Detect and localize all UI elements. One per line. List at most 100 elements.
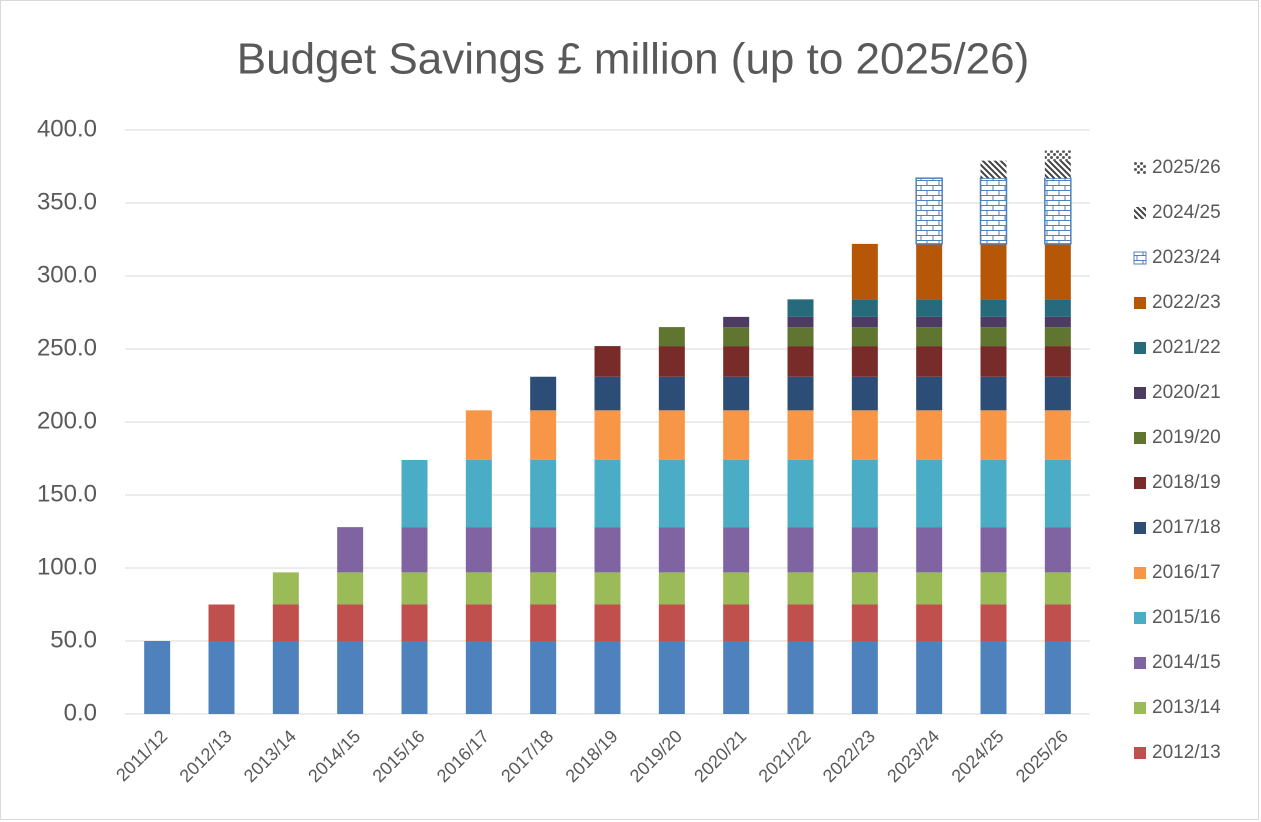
bar-segment — [980, 327, 1007, 347]
legend-swatch — [1134, 207, 1146, 219]
bar-segment — [1044, 160, 1071, 179]
bar-segment — [851, 327, 878, 347]
bar-segment — [530, 641, 557, 714]
legend-swatch — [1134, 342, 1146, 354]
bar-segment — [851, 243, 878, 300]
bar-segment — [787, 316, 814, 328]
bar-segment — [787, 410, 814, 460]
bar-segment — [1044, 150, 1071, 161]
y-tick-label: 50.0 — [50, 626, 97, 653]
legend-swatch — [1134, 477, 1146, 489]
bar-segment — [401, 572, 428, 605]
bar-segment — [787, 459, 814, 528]
bar-segment — [1044, 177, 1072, 245]
legend-label: 2015/16 — [1152, 607, 1221, 628]
bar-segment — [1044, 316, 1071, 328]
bar-segment — [787, 299, 814, 317]
bar-segment — [658, 327, 685, 347]
legend-swatch — [1134, 432, 1146, 444]
bar-segment — [465, 527, 492, 573]
bar-segment — [723, 346, 750, 377]
bar-segment — [658, 410, 685, 460]
bar-segment — [1044, 299, 1071, 317]
bar-segment — [401, 604, 428, 641]
bar-segment — [1044, 459, 1071, 528]
bar-segment — [851, 604, 878, 641]
bar-segment — [916, 604, 943, 641]
bar-segment — [851, 316, 878, 328]
legend-label: 2017/18 — [1152, 517, 1221, 538]
bar-segment — [530, 572, 557, 605]
bar-segment — [723, 316, 750, 328]
bar-segment — [401, 459, 428, 528]
bar-segment — [658, 459, 685, 528]
bar-segment — [980, 243, 1007, 300]
bar-segment — [787, 604, 814, 641]
bar-segment — [979, 177, 1008, 245]
legend-swatch — [1134, 387, 1146, 399]
bar-segment — [980, 160, 1007, 179]
bar-segment — [465, 410, 492, 460]
legend-label: 2020/21 — [1152, 382, 1221, 403]
bar-segment — [980, 376, 1007, 411]
legend-swatch — [1134, 162, 1146, 174]
bar-segment — [401, 641, 428, 714]
bar-segment — [723, 604, 750, 641]
legend-swatch — [1134, 657, 1146, 669]
y-tick-label: 400.0 — [37, 115, 97, 142]
legend-swatch — [1134, 702, 1146, 714]
bar-segment — [144, 641, 171, 714]
chart-title: Budget Savings £ million (up to 2025/26) — [237, 35, 1030, 84]
bar-segment — [594, 459, 621, 528]
bar-segment — [787, 346, 814, 377]
bar-segment — [594, 346, 621, 377]
bar-segment — [594, 572, 621, 605]
bar-segment — [272, 604, 299, 641]
bar-segment — [530, 376, 557, 411]
bar-segment — [658, 346, 685, 377]
bar-segment — [851, 527, 878, 573]
bar-segment — [851, 641, 878, 714]
bar-segment — [915, 177, 943, 245]
bar-segment — [980, 604, 1007, 641]
bar-segment — [1044, 572, 1071, 605]
bar-segment — [980, 346, 1007, 377]
bar-segment — [787, 572, 814, 605]
bar-segment — [980, 459, 1007, 528]
bar-segment — [916, 327, 943, 347]
bar-segment — [851, 346, 878, 377]
bar-segment — [465, 641, 492, 714]
bar-segment — [530, 527, 557, 573]
legend-label: 2018/19 — [1152, 472, 1221, 493]
legend-label: 2022/23 — [1152, 292, 1221, 313]
bar-segment — [1044, 410, 1071, 460]
legend-swatch — [1134, 612, 1146, 624]
bar-segment — [594, 527, 621, 573]
bar-segment — [594, 376, 621, 411]
legend-swatch — [1134, 747, 1146, 759]
bar-segment — [465, 604, 492, 641]
bar-segment — [916, 346, 943, 377]
bar-segment — [916, 410, 943, 460]
bar-segment — [723, 527, 750, 573]
bar-segment — [337, 527, 364, 573]
bar-segment — [530, 410, 557, 460]
y-tick-label: 0.0 — [64, 699, 97, 726]
bar-segment — [658, 376, 685, 411]
y-tick-label: 350.0 — [37, 188, 97, 215]
bar-segment — [851, 410, 878, 460]
y-tick-label: 250.0 — [37, 334, 97, 361]
bar-segment — [658, 572, 685, 605]
bar-segment — [594, 604, 621, 641]
legend-label: 2014/15 — [1152, 652, 1221, 673]
bar-segment — [272, 641, 299, 714]
bar-segment — [723, 327, 750, 347]
bar-segment — [1044, 346, 1071, 377]
bar-segment — [787, 527, 814, 573]
legend-label: 2019/20 — [1152, 427, 1221, 448]
bar-segment — [787, 376, 814, 411]
bar-segment — [1044, 604, 1071, 641]
bar-segment — [916, 243, 943, 300]
legend-label: 2021/22 — [1152, 337, 1221, 358]
bar-segment — [980, 410, 1007, 460]
